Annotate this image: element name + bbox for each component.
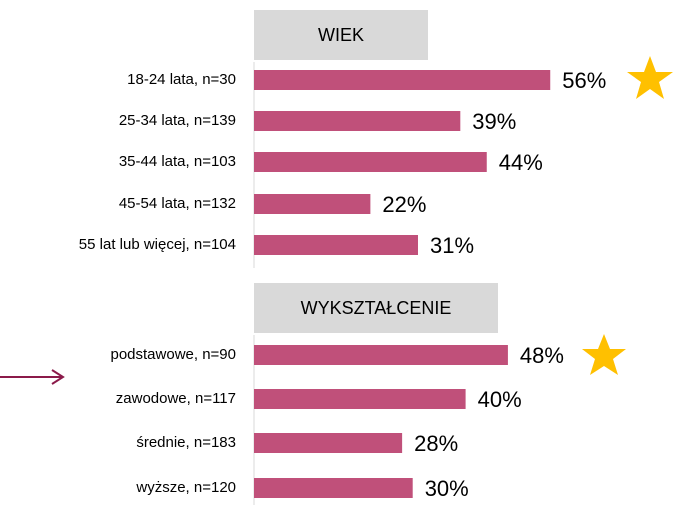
value-label: 39% [472, 109, 516, 134]
value-label: 30% [425, 476, 469, 501]
bar [254, 389, 466, 409]
star [627, 56, 673, 99]
category-label: podstawowe, n=90 [110, 346, 236, 363]
bar [254, 194, 371, 214]
value-label: 48% [520, 343, 564, 368]
bar [254, 70, 551, 90]
bar [254, 478, 413, 498]
bar [254, 433, 403, 453]
value-label: 56% [562, 68, 606, 93]
chart-title: WIEK [318, 25, 364, 45]
category-label: 18-24 lata, n=30 [127, 71, 236, 88]
value-label: 28% [414, 431, 458, 456]
value-label: 31% [430, 233, 474, 258]
category-label: 35-44 lata, n=103 [119, 153, 236, 170]
category-label: zawodowe, n=117 [116, 390, 236, 407]
value-label: 44% [499, 150, 543, 175]
star [582, 334, 626, 375]
category-label: wyższe, n=120 [135, 479, 236, 496]
arrow-head [51, 369, 65, 385]
category-label: 45-54 lata, n=132 [119, 195, 236, 212]
category-label: średnie, n=183 [136, 434, 236, 451]
value-label: 40% [478, 387, 522, 412]
bar [254, 345, 508, 365]
category-label: 25-34 lata, n=139 [119, 112, 236, 129]
bar [254, 152, 487, 172]
bar [254, 111, 461, 131]
header-box [254, 10, 428, 60]
value-label: 22% [382, 192, 426, 217]
bar [254, 235, 418, 255]
chart-title: WYKSZTAŁCENIE [301, 298, 452, 318]
category-label: 55 lat lub więcej, n=104 [79, 236, 236, 253]
header-box [254, 283, 498, 333]
